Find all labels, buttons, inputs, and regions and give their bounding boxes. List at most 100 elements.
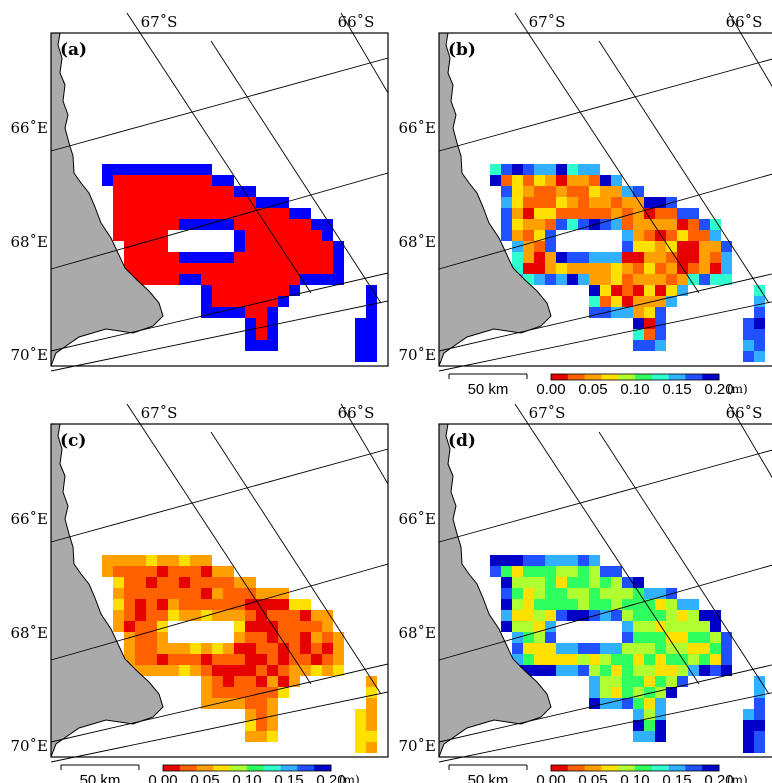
ice-cell [300, 654, 311, 665]
colorbar-segment [179, 765, 198, 771]
ice-cell [721, 263, 732, 274]
ice-cell [512, 566, 523, 577]
ice-cell [157, 610, 168, 621]
ice-cell [512, 175, 523, 186]
graticule-line [50, 300, 389, 372]
colorbar-segment [618, 765, 636, 771]
ice-cell [322, 621, 333, 632]
scale-bar: 50 km [448, 764, 528, 783]
ice-cell [600, 643, 611, 654]
panel-c: (c) 67˚S 66˚S 66˚E 68˚E 70˚E 50 km 0.00 0.05 0.10… [10, 403, 389, 783]
ice-cell [534, 599, 545, 610]
ice-cell [666, 665, 677, 676]
lon-label-0: 66˚E [10, 119, 48, 137]
ice-cell [223, 665, 234, 676]
ice-cell [655, 252, 666, 263]
ice-cell [633, 731, 644, 742]
ice-cell [545, 588, 556, 599]
ice-cell [556, 643, 567, 654]
ice-cell [223, 197, 234, 208]
ice-cell [512, 610, 523, 621]
ice-cell [501, 577, 512, 588]
ice-cell [245, 643, 256, 654]
ice-cell [212, 274, 223, 285]
ice-cell [666, 252, 677, 263]
ice-cell [644, 340, 655, 351]
ice-cell [655, 632, 666, 643]
ice-cell [135, 186, 146, 197]
ice-cell [300, 241, 311, 252]
ice-cell [333, 654, 344, 665]
ice-cell [355, 318, 366, 329]
ice-cell [754, 742, 765, 753]
ice-cell [190, 175, 201, 186]
ice-cell [157, 621, 168, 632]
ice-cell [124, 230, 135, 241]
ice-cell [633, 296, 644, 307]
ice-cell [501, 164, 512, 175]
colorbar-segment [651, 374, 670, 380]
colorbar-segment [702, 765, 720, 771]
ice-cell [168, 252, 179, 263]
ice-cell [655, 643, 666, 654]
ice-cell [688, 599, 699, 610]
ice-cell [589, 588, 600, 599]
graticule-line [438, 58, 772, 152]
ice-cell [655, 687, 666, 698]
ice-cell [710, 665, 721, 676]
ice-cell [223, 186, 234, 197]
ice-cell [256, 643, 267, 654]
ice-cell [201, 599, 212, 610]
ice-cell [113, 164, 124, 175]
ice-cell [523, 164, 534, 175]
ice-cell [688, 208, 699, 219]
ice-cell [256, 307, 267, 318]
ice-cell [168, 219, 179, 230]
ice-cell [267, 230, 278, 241]
ice-cell [567, 219, 578, 230]
ice-cell [534, 252, 545, 263]
ice-cell [534, 186, 545, 197]
ice-cell [644, 197, 655, 208]
ice-cell [190, 654, 201, 665]
colorbar-segment [551, 765, 569, 771]
ice-cell [190, 252, 201, 263]
ice-cell [245, 621, 256, 632]
ice-cell [567, 164, 578, 175]
ice-cell [278, 208, 289, 219]
ice-cell [545, 599, 556, 610]
ice-cell [124, 588, 135, 599]
ice-cell [644, 230, 655, 241]
ice-cell [201, 654, 212, 665]
lon-label-0: 66˚E [398, 119, 436, 137]
ice-cell [655, 263, 666, 274]
panel-frame [50, 423, 389, 758]
ice-cell [146, 175, 157, 186]
ice-cell [322, 632, 333, 643]
ice-cell [234, 610, 245, 621]
ice-cell [333, 632, 344, 643]
ice-cell [644, 208, 655, 219]
ice-cell [300, 230, 311, 241]
ice-cell [611, 296, 622, 307]
ice-cell [699, 252, 710, 263]
ice-cell [666, 599, 677, 610]
colorbar-segment [584, 765, 602, 771]
ice-cell [234, 241, 245, 252]
ice-cell [146, 197, 157, 208]
ice-cell [256, 230, 267, 241]
ice-cell [146, 186, 157, 197]
ice-cell [534, 588, 545, 599]
ice-cell [721, 274, 732, 285]
ice-cell [267, 676, 278, 687]
ice-cell [567, 555, 578, 566]
ice-cell [743, 742, 754, 753]
ice-cell [644, 687, 655, 698]
ice-cell [245, 252, 256, 263]
ice-cell [688, 643, 699, 654]
ice-cell [256, 632, 267, 643]
ice-cell [633, 687, 644, 698]
ice-cell [501, 208, 512, 219]
ice-cell [655, 588, 666, 599]
ice-cell [633, 577, 644, 588]
